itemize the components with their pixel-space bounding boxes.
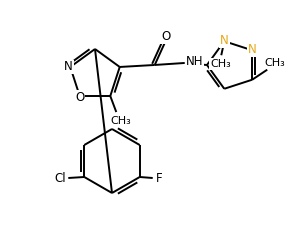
Text: N: N xyxy=(248,43,257,56)
Text: O: O xyxy=(161,31,170,44)
Text: CH₃: CH₃ xyxy=(265,58,286,68)
Text: NH: NH xyxy=(186,55,203,69)
Text: O: O xyxy=(75,91,84,103)
Text: CH₃: CH₃ xyxy=(210,59,231,69)
Text: N: N xyxy=(220,34,229,47)
Text: N: N xyxy=(64,61,73,73)
Text: Cl: Cl xyxy=(54,172,66,185)
Text: F: F xyxy=(155,172,162,185)
Text: CH₃: CH₃ xyxy=(110,116,131,126)
